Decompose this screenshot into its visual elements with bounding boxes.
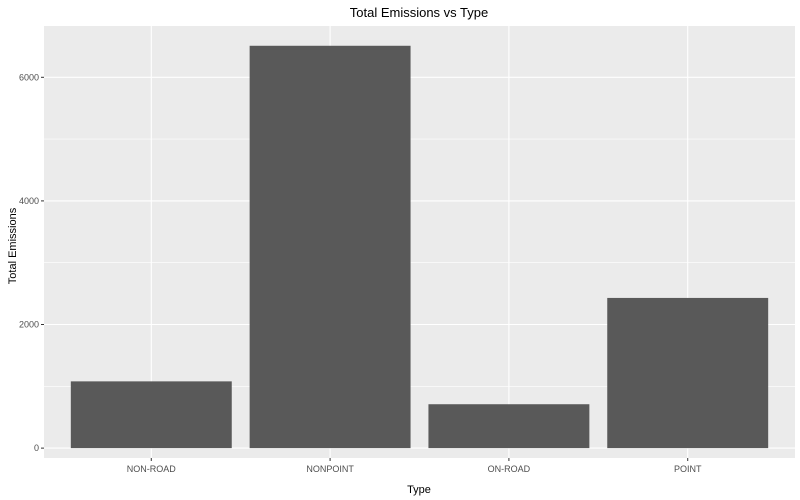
- y-tick-label: 2000: [19, 320, 39, 330]
- y-tick-label: 6000: [19, 72, 39, 82]
- x-tick-label: ON-ROAD: [488, 464, 531, 474]
- x-axis: NON-ROAD NONPOINT ON-ROAD POINT: [127, 458, 702, 474]
- x-tick-label: NONPOINT: [306, 464, 354, 474]
- y-axis: 0 2000 4000 6000: [19, 72, 44, 453]
- bar-point: [607, 297, 769, 449]
- y-tick-label: 4000: [19, 196, 39, 206]
- y-axis-label: Total Emissions: [7, 207, 19, 284]
- bar-non-road: [70, 381, 232, 449]
- bar-on-road: [428, 404, 590, 449]
- chart-title: Total Emissions vs Type: [350, 5, 488, 20]
- bar-nonpoint: [249, 45, 411, 449]
- x-tick-label: NON-ROAD: [127, 464, 176, 474]
- x-axis-label: Type: [407, 484, 431, 496]
- x-tick-label: POINT: [674, 464, 702, 474]
- bars: [70, 45, 769, 449]
- y-tick-label: 0: [34, 443, 39, 453]
